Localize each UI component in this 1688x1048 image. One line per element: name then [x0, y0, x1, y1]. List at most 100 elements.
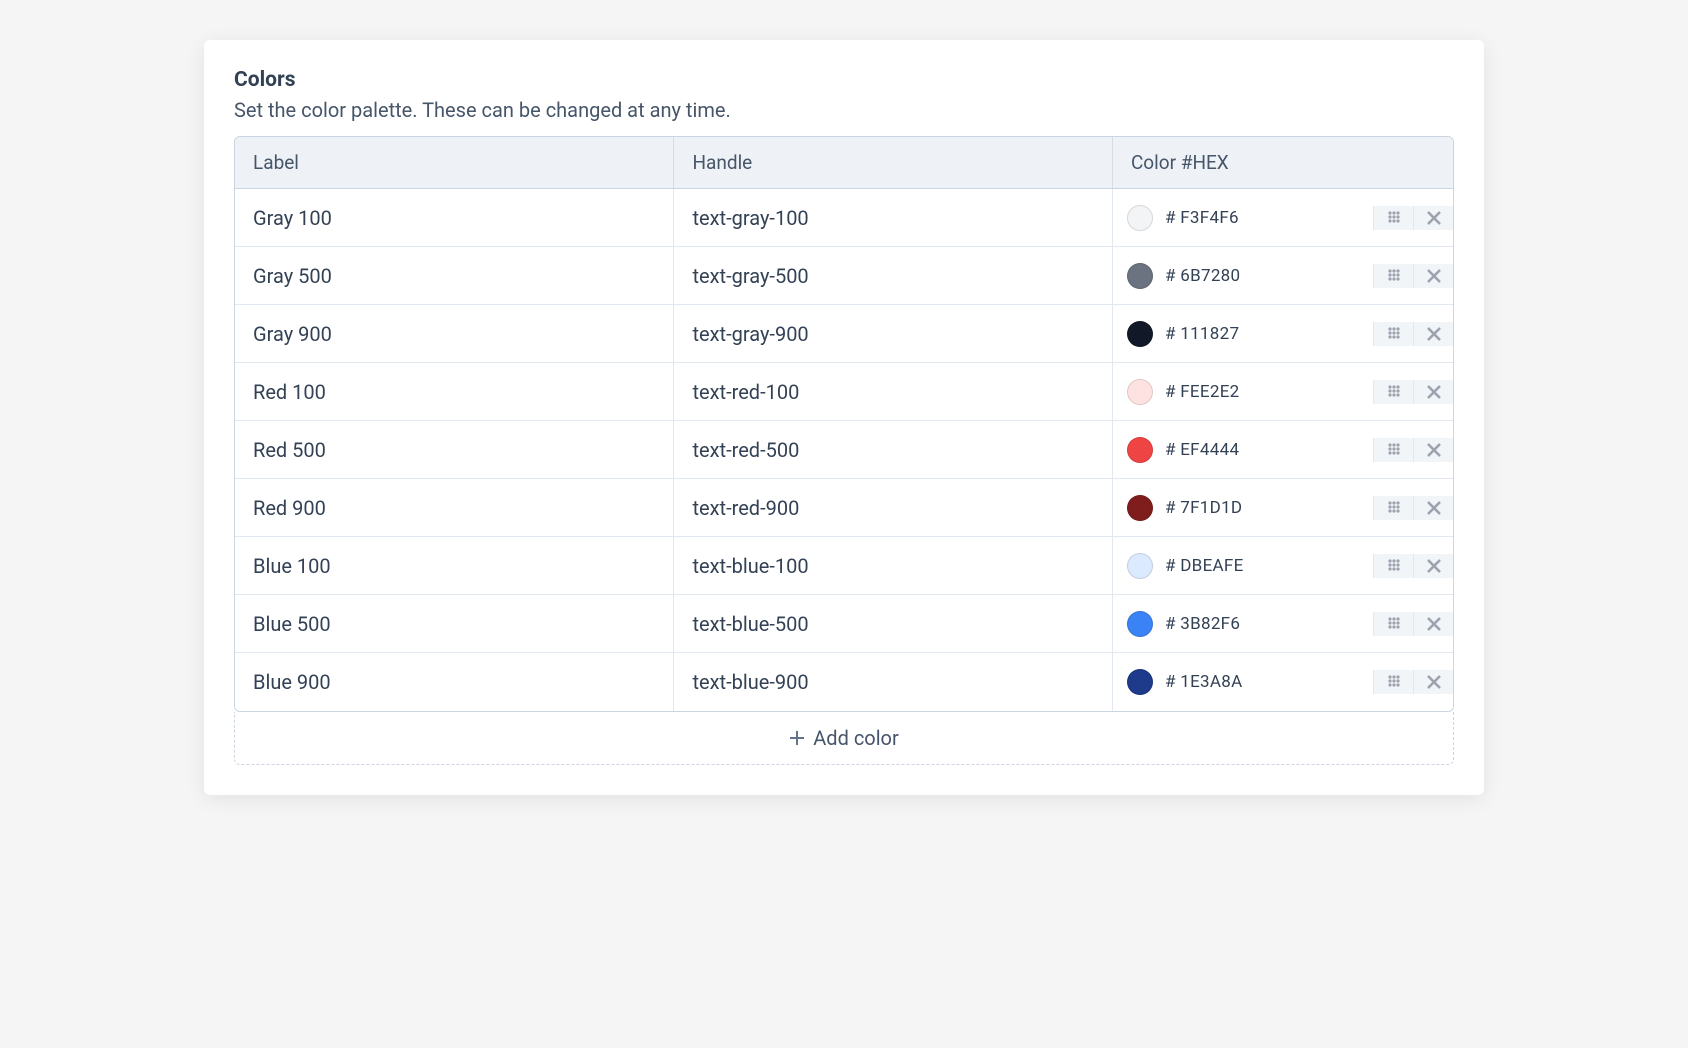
- close-icon: [1427, 612, 1441, 636]
- table-row: Blue 900text-blue-900 # 1E3A8A: [235, 653, 1453, 711]
- swatch-wrap[interactable]: # 1E3A8A: [1123, 669, 1373, 695]
- drag-handle[interactable]: [1373, 380, 1413, 404]
- row-hex: # DBEAFE: [1112, 537, 1453, 594]
- color-swatch[interactable]: [1127, 669, 1153, 695]
- colors-card: Colors Set the color palette. These can …: [204, 40, 1484, 795]
- delete-button[interactable]: [1413, 380, 1453, 404]
- header-handle: Handle: [673, 137, 1111, 188]
- section-description: Set the color palette. These can be chan…: [234, 98, 1454, 122]
- table-row: Red 100text-red-100 # FEE2E2: [235, 363, 1453, 421]
- row-hex: # 111827: [1112, 305, 1453, 362]
- drag-icon: [1386, 612, 1402, 636]
- table-row: Blue 100text-blue-100 # DBEAFE: [235, 537, 1453, 595]
- drag-handle[interactable]: [1373, 612, 1413, 636]
- color-swatch[interactable]: [1127, 263, 1153, 289]
- hex-value: # FEE2E2: [1165, 382, 1240, 402]
- swatch-wrap[interactable]: # 6B7280: [1123, 263, 1373, 289]
- table-header: Label Handle Color #HEX: [235, 137, 1453, 189]
- swatch-wrap[interactable]: # 3B82F6: [1123, 611, 1373, 637]
- swatch-wrap[interactable]: # DBEAFE: [1123, 553, 1373, 579]
- hex-value: # EF4444: [1165, 440, 1239, 460]
- close-icon: [1427, 380, 1441, 404]
- drag-handle[interactable]: [1373, 264, 1413, 288]
- palette-table: Label Handle Color #HEX Gray 100text-gra…: [234, 136, 1454, 712]
- hex-value: # 6B7280: [1165, 266, 1240, 286]
- row-actions: [1373, 322, 1453, 346]
- row-label[interactable]: Red 500: [235, 421, 673, 478]
- swatch-wrap[interactable]: # 111827: [1123, 321, 1373, 347]
- row-hex: # 1E3A8A: [1112, 653, 1453, 711]
- drag-icon: [1386, 206, 1402, 230]
- row-handle[interactable]: text-red-900: [673, 479, 1111, 536]
- row-handle[interactable]: text-blue-100: [673, 537, 1111, 594]
- swatch-wrap[interactable]: # FEE2E2: [1123, 379, 1373, 405]
- row-actions: [1373, 380, 1453, 404]
- table-row: Gray 900text-gray-900 # 111827: [235, 305, 1453, 363]
- close-icon: [1427, 554, 1441, 578]
- table-row: Red 500text-red-500 # EF4444: [235, 421, 1453, 479]
- color-swatch[interactable]: [1127, 495, 1153, 521]
- row-actions: [1373, 438, 1453, 462]
- delete-button[interactable]: [1413, 264, 1453, 288]
- plus-icon: [789, 730, 805, 746]
- drag-handle[interactable]: [1373, 206, 1413, 230]
- row-actions: [1373, 670, 1453, 694]
- drag-handle[interactable]: [1373, 322, 1413, 346]
- color-swatch[interactable]: [1127, 553, 1153, 579]
- header-label: Label: [235, 137, 673, 188]
- drag-handle[interactable]: [1373, 670, 1413, 694]
- drag-handle[interactable]: [1373, 554, 1413, 578]
- row-label[interactable]: Gray 100: [235, 189, 673, 246]
- drag-icon: [1386, 438, 1402, 462]
- row-label[interactable]: Gray 900: [235, 305, 673, 362]
- table-row: Blue 500text-blue-500 # 3B82F6: [235, 595, 1453, 653]
- close-icon: [1427, 438, 1441, 462]
- color-swatch[interactable]: [1127, 321, 1153, 347]
- drag-icon: [1386, 380, 1402, 404]
- row-handle[interactable]: text-gray-100: [673, 189, 1111, 246]
- add-color-label: Add color: [813, 726, 899, 750]
- close-icon: [1427, 670, 1441, 694]
- close-icon: [1427, 206, 1441, 230]
- color-swatch[interactable]: [1127, 205, 1153, 231]
- row-label[interactable]: Blue 100: [235, 537, 673, 594]
- delete-button[interactable]: [1413, 496, 1453, 520]
- row-label[interactable]: Blue 500: [235, 595, 673, 652]
- drag-icon: [1386, 264, 1402, 288]
- color-swatch[interactable]: [1127, 379, 1153, 405]
- drag-icon: [1386, 322, 1402, 346]
- row-handle[interactable]: text-gray-900: [673, 305, 1111, 362]
- row-actions: [1373, 264, 1453, 288]
- row-label[interactable]: Gray 500: [235, 247, 673, 304]
- delete-button[interactable]: [1413, 438, 1453, 462]
- delete-button[interactable]: [1413, 670, 1453, 694]
- row-hex: # EF4444: [1112, 421, 1453, 478]
- drag-handle[interactable]: [1373, 496, 1413, 520]
- row-handle[interactable]: text-gray-500: [673, 247, 1111, 304]
- swatch-wrap[interactable]: # 7F1D1D: [1123, 495, 1373, 521]
- swatch-wrap[interactable]: # EF4444: [1123, 437, 1373, 463]
- delete-button[interactable]: [1413, 612, 1453, 636]
- row-handle[interactable]: text-blue-900: [673, 653, 1111, 711]
- swatch-wrap[interactable]: # F3F4F6: [1123, 205, 1373, 231]
- close-icon: [1427, 322, 1441, 346]
- color-swatch[interactable]: [1127, 611, 1153, 637]
- row-label[interactable]: Red 900: [235, 479, 673, 536]
- color-swatch[interactable]: [1127, 437, 1153, 463]
- row-handle[interactable]: text-blue-500: [673, 595, 1111, 652]
- row-handle[interactable]: text-red-100: [673, 363, 1111, 420]
- row-actions: [1373, 554, 1453, 578]
- section-title: Colors: [234, 68, 1454, 92]
- delete-button[interactable]: [1413, 554, 1453, 578]
- row-hex: # F3F4F6: [1112, 189, 1453, 246]
- hex-value: # 7F1D1D: [1165, 498, 1242, 518]
- drag-handle[interactable]: [1373, 438, 1413, 462]
- header-hex: Color #HEX: [1112, 137, 1453, 188]
- row-hex: # FEE2E2: [1112, 363, 1453, 420]
- delete-button[interactable]: [1413, 322, 1453, 346]
- row-label[interactable]: Red 100: [235, 363, 673, 420]
- delete-button[interactable]: [1413, 206, 1453, 230]
- row-handle[interactable]: text-red-500: [673, 421, 1111, 478]
- add-color-button[interactable]: Add color: [234, 712, 1454, 765]
- row-label[interactable]: Blue 900: [235, 653, 673, 711]
